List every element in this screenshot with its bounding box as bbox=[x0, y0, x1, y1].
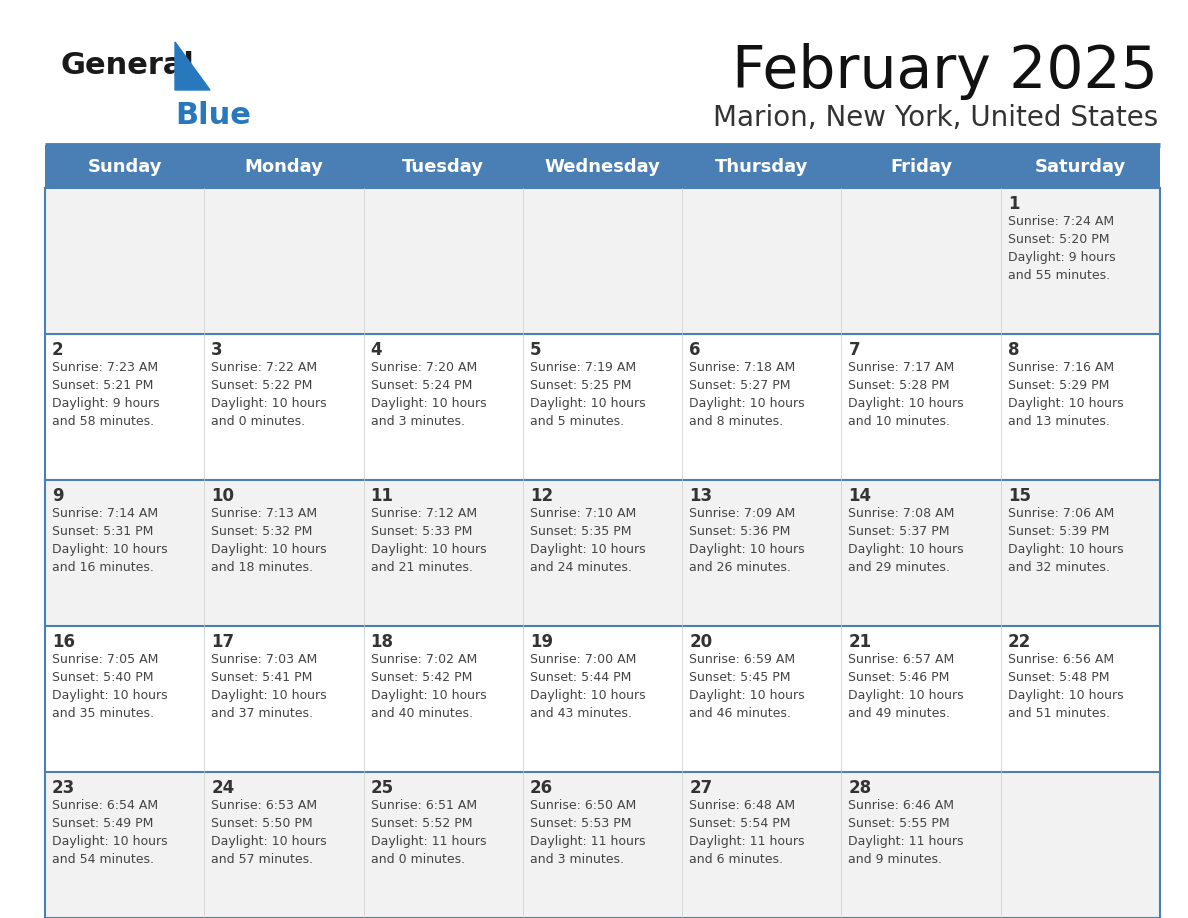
Text: 8: 8 bbox=[1007, 341, 1019, 359]
Bar bbox=[523, 145, 682, 188]
Polygon shape bbox=[175, 42, 210, 90]
Text: Sunrise: 6:51 AM
Sunset: 5:52 PM
Daylight: 11 hours
and 0 minutes.: Sunrise: 6:51 AM Sunset: 5:52 PM Dayligh… bbox=[371, 799, 486, 866]
Text: Tuesday: Tuesday bbox=[403, 158, 485, 175]
Text: Sunrise: 6:59 AM
Sunset: 5:45 PM
Daylight: 10 hours
and 46 minutes.: Sunrise: 6:59 AM Sunset: 5:45 PM Dayligh… bbox=[689, 653, 804, 720]
Text: Sunrise: 7:16 AM
Sunset: 5:29 PM
Daylight: 10 hours
and 13 minutes.: Sunrise: 7:16 AM Sunset: 5:29 PM Dayligh… bbox=[1007, 361, 1124, 428]
Text: Wednesday: Wednesday bbox=[544, 158, 661, 175]
Bar bbox=[45, 772, 1159, 918]
Text: Sunrise: 7:22 AM
Sunset: 5:22 PM
Daylight: 10 hours
and 0 minutes.: Sunrise: 7:22 AM Sunset: 5:22 PM Dayligh… bbox=[211, 361, 327, 428]
Text: 12: 12 bbox=[530, 487, 552, 505]
Text: 25: 25 bbox=[371, 779, 393, 797]
Text: Sunrise: 6:53 AM
Sunset: 5:50 PM
Daylight: 10 hours
and 57 minutes.: Sunrise: 6:53 AM Sunset: 5:50 PM Dayligh… bbox=[211, 799, 327, 866]
Text: 9: 9 bbox=[52, 487, 64, 505]
Bar bbox=[45, 145, 204, 188]
Text: Sunrise: 6:56 AM
Sunset: 5:48 PM
Daylight: 10 hours
and 51 minutes.: Sunrise: 6:56 AM Sunset: 5:48 PM Dayligh… bbox=[1007, 653, 1124, 720]
Text: Sunrise: 7:10 AM
Sunset: 5:35 PM
Daylight: 10 hours
and 24 minutes.: Sunrise: 7:10 AM Sunset: 5:35 PM Dayligh… bbox=[530, 507, 645, 574]
Text: February 2025: February 2025 bbox=[732, 43, 1158, 100]
Text: 7: 7 bbox=[848, 341, 860, 359]
Text: Sunrise: 7:00 AM
Sunset: 5:44 PM
Daylight: 10 hours
and 43 minutes.: Sunrise: 7:00 AM Sunset: 5:44 PM Dayligh… bbox=[530, 653, 645, 720]
Text: Friday: Friday bbox=[890, 158, 952, 175]
Bar bbox=[45, 188, 1159, 334]
Text: 15: 15 bbox=[1007, 487, 1031, 505]
Text: Sunrise: 7:17 AM
Sunset: 5:28 PM
Daylight: 10 hours
and 10 minutes.: Sunrise: 7:17 AM Sunset: 5:28 PM Dayligh… bbox=[848, 361, 963, 428]
Text: 3: 3 bbox=[211, 341, 223, 359]
Text: 24: 24 bbox=[211, 779, 234, 797]
Text: Thursday: Thursday bbox=[715, 158, 809, 175]
Text: 28: 28 bbox=[848, 779, 872, 797]
Text: 14: 14 bbox=[848, 487, 872, 505]
Text: 23: 23 bbox=[52, 779, 75, 797]
Text: 6: 6 bbox=[689, 341, 701, 359]
Text: Sunday: Sunday bbox=[88, 158, 162, 175]
Bar bbox=[45, 626, 1159, 772]
Text: 26: 26 bbox=[530, 779, 552, 797]
Text: Sunrise: 6:46 AM
Sunset: 5:55 PM
Daylight: 11 hours
and 9 minutes.: Sunrise: 6:46 AM Sunset: 5:55 PM Dayligh… bbox=[848, 799, 963, 866]
Text: Sunrise: 7:03 AM
Sunset: 5:41 PM
Daylight: 10 hours
and 37 minutes.: Sunrise: 7:03 AM Sunset: 5:41 PM Dayligh… bbox=[211, 653, 327, 720]
Text: Sunrise: 7:20 AM
Sunset: 5:24 PM
Daylight: 10 hours
and 3 minutes.: Sunrise: 7:20 AM Sunset: 5:24 PM Dayligh… bbox=[371, 361, 486, 428]
Text: Marion, New York, United States: Marion, New York, United States bbox=[713, 104, 1158, 132]
Text: 11: 11 bbox=[371, 487, 393, 505]
Text: Sunrise: 6:48 AM
Sunset: 5:54 PM
Daylight: 11 hours
and 6 minutes.: Sunrise: 6:48 AM Sunset: 5:54 PM Dayligh… bbox=[689, 799, 804, 866]
Text: Sunrise: 7:18 AM
Sunset: 5:27 PM
Daylight: 10 hours
and 8 minutes.: Sunrise: 7:18 AM Sunset: 5:27 PM Dayligh… bbox=[689, 361, 804, 428]
Text: 20: 20 bbox=[689, 633, 713, 651]
Text: 13: 13 bbox=[689, 487, 713, 505]
Bar bbox=[682, 145, 841, 188]
Text: 19: 19 bbox=[530, 633, 552, 651]
Text: Sunrise: 6:50 AM
Sunset: 5:53 PM
Daylight: 11 hours
and 3 minutes.: Sunrise: 6:50 AM Sunset: 5:53 PM Dayligh… bbox=[530, 799, 645, 866]
Text: Sunrise: 7:06 AM
Sunset: 5:39 PM
Daylight: 10 hours
and 32 minutes.: Sunrise: 7:06 AM Sunset: 5:39 PM Dayligh… bbox=[1007, 507, 1124, 574]
Text: General: General bbox=[61, 50, 194, 80]
Text: Sunrise: 7:24 AM
Sunset: 5:20 PM
Daylight: 9 hours
and 55 minutes.: Sunrise: 7:24 AM Sunset: 5:20 PM Dayligh… bbox=[1007, 215, 1116, 282]
Text: Sunrise: 7:02 AM
Sunset: 5:42 PM
Daylight: 10 hours
and 40 minutes.: Sunrise: 7:02 AM Sunset: 5:42 PM Dayligh… bbox=[371, 653, 486, 720]
Text: 27: 27 bbox=[689, 779, 713, 797]
Text: 16: 16 bbox=[52, 633, 75, 651]
Text: 22: 22 bbox=[1007, 633, 1031, 651]
Text: 10: 10 bbox=[211, 487, 234, 505]
Text: Sunrise: 6:57 AM
Sunset: 5:46 PM
Daylight: 10 hours
and 49 minutes.: Sunrise: 6:57 AM Sunset: 5:46 PM Dayligh… bbox=[848, 653, 963, 720]
Text: Sunrise: 7:19 AM
Sunset: 5:25 PM
Daylight: 10 hours
and 5 minutes.: Sunrise: 7:19 AM Sunset: 5:25 PM Dayligh… bbox=[530, 361, 645, 428]
Text: Sunrise: 7:23 AM
Sunset: 5:21 PM
Daylight: 9 hours
and 58 minutes.: Sunrise: 7:23 AM Sunset: 5:21 PM Dayligh… bbox=[52, 361, 159, 428]
Text: 4: 4 bbox=[371, 341, 383, 359]
Bar bbox=[1000, 145, 1159, 188]
Text: 21: 21 bbox=[848, 633, 872, 651]
Text: Saturday: Saturday bbox=[1035, 158, 1126, 175]
Bar bbox=[364, 145, 523, 188]
Text: 1: 1 bbox=[1007, 195, 1019, 213]
Text: 18: 18 bbox=[371, 633, 393, 651]
Bar bbox=[204, 145, 364, 188]
Text: 5: 5 bbox=[530, 341, 542, 359]
Bar bbox=[45, 334, 1159, 480]
Text: 17: 17 bbox=[211, 633, 234, 651]
Text: 2: 2 bbox=[52, 341, 64, 359]
Text: Sunrise: 7:13 AM
Sunset: 5:32 PM
Daylight: 10 hours
and 18 minutes.: Sunrise: 7:13 AM Sunset: 5:32 PM Dayligh… bbox=[211, 507, 327, 574]
Bar bbox=[45, 480, 1159, 626]
Text: Sunrise: 7:08 AM
Sunset: 5:37 PM
Daylight: 10 hours
and 29 minutes.: Sunrise: 7:08 AM Sunset: 5:37 PM Dayligh… bbox=[848, 507, 963, 574]
Text: Blue: Blue bbox=[175, 100, 251, 129]
Text: Sunrise: 7:05 AM
Sunset: 5:40 PM
Daylight: 10 hours
and 35 minutes.: Sunrise: 7:05 AM Sunset: 5:40 PM Dayligh… bbox=[52, 653, 168, 720]
Text: Sunrise: 7:09 AM
Sunset: 5:36 PM
Daylight: 10 hours
and 26 minutes.: Sunrise: 7:09 AM Sunset: 5:36 PM Dayligh… bbox=[689, 507, 804, 574]
Text: Sunrise: 7:14 AM
Sunset: 5:31 PM
Daylight: 10 hours
and 16 minutes.: Sunrise: 7:14 AM Sunset: 5:31 PM Dayligh… bbox=[52, 507, 168, 574]
Text: Sunrise: 7:12 AM
Sunset: 5:33 PM
Daylight: 10 hours
and 21 minutes.: Sunrise: 7:12 AM Sunset: 5:33 PM Dayligh… bbox=[371, 507, 486, 574]
Bar bbox=[841, 145, 1000, 188]
Text: Monday: Monday bbox=[245, 158, 323, 175]
Text: Sunrise: 6:54 AM
Sunset: 5:49 PM
Daylight: 10 hours
and 54 minutes.: Sunrise: 6:54 AM Sunset: 5:49 PM Dayligh… bbox=[52, 799, 168, 866]
